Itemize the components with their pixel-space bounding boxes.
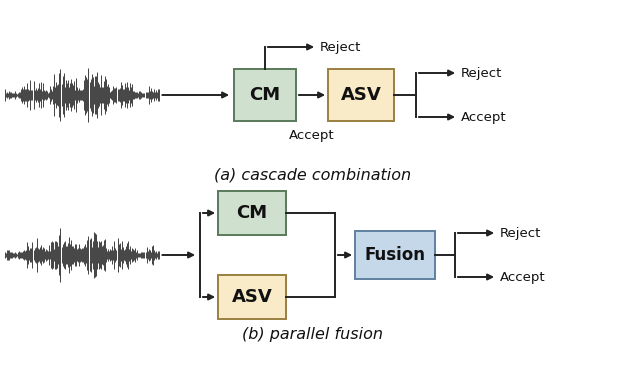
Text: Accept: Accept [500,270,546,284]
Text: CM: CM [249,86,280,104]
Bar [328,69,394,121]
Text: Reject: Reject [320,41,361,53]
Bar [218,275,286,319]
Text: CM: CM [237,204,267,222]
Bar [355,231,435,279]
Text: Accept: Accept [461,111,506,123]
Text: Reject: Reject [461,67,503,79]
Text: Accept: Accept [289,129,335,142]
Text: (a) cascade combination: (a) cascade combination [215,167,411,182]
Text: (b) parallel fusion: (b) parallel fusion [242,327,384,342]
Bar [234,69,296,121]
Text: ASV: ASV [232,288,272,306]
Bar [218,191,286,235]
Text: ASV: ASV [341,86,381,104]
Text: Fusion: Fusion [364,246,426,264]
Text: Reject: Reject [500,227,541,239]
